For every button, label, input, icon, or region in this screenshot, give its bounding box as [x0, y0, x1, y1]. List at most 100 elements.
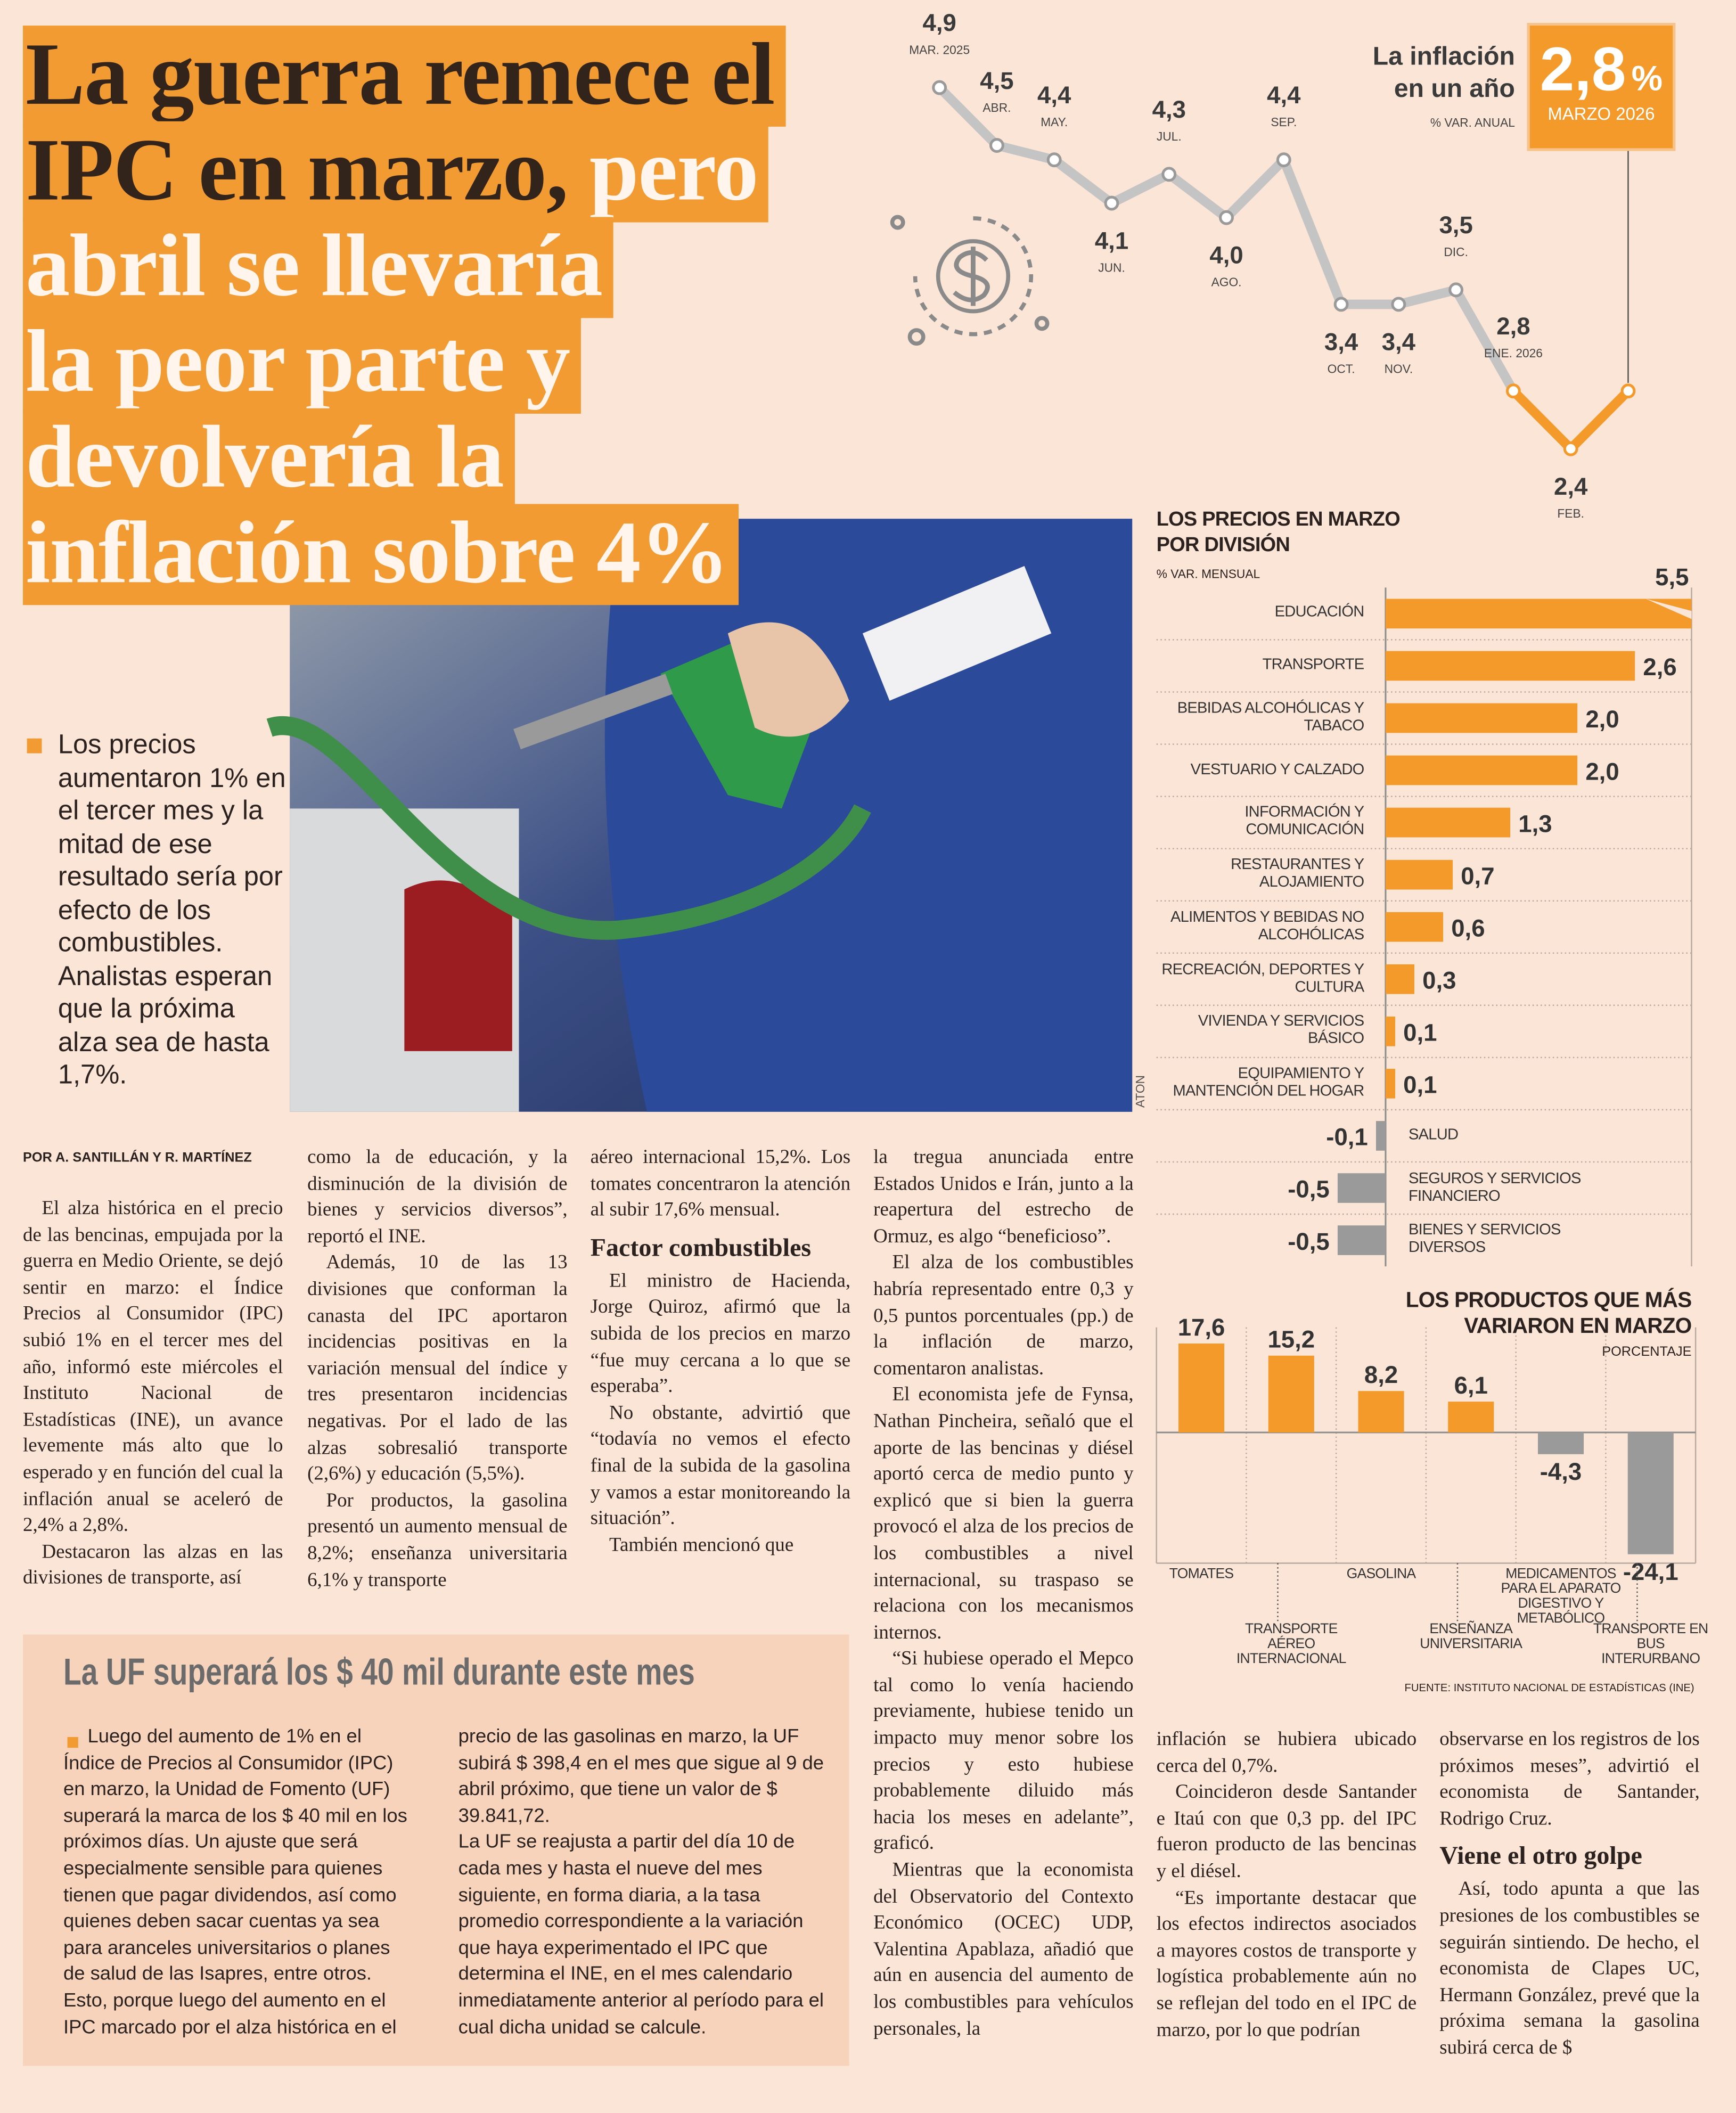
paragraph: observarse en los registros de los próxi…: [1439, 1729, 1700, 1830]
paragraph: Así, todo apunta a que las presiones de …: [1439, 1879, 1700, 2059]
paragraph: El alza de los combustibles habría repre…: [873, 1252, 1134, 1380]
headline-line: inflación sobre 4%: [23, 504, 785, 609]
paragraph: El economista jefe de Fynsa, Nathan Pinc…: [873, 1384, 1134, 1644]
paragraph: “Es importante destacar que los efectos …: [1156, 1887, 1417, 2041]
x-label: SEP.: [1271, 115, 1297, 129]
headline-line: La guerra remece el: [23, 26, 785, 131]
axis-break: [1645, 599, 1692, 619]
value-label: 2,6: [1643, 653, 1676, 681]
bar: [1375, 1121, 1386, 1151]
chart-title: LOS PRECIOS EN MARZO POR DIVISIÓN: [1156, 508, 1401, 557]
bar: [1268, 1355, 1314, 1433]
value-label: 4,0: [1209, 242, 1243, 269]
summary: Los precios aumentaron 1% en el tercer m…: [58, 730, 286, 1091]
x-label: DIC.: [1444, 245, 1468, 259]
bar: [1337, 1225, 1386, 1255]
paragraph: Destacaron las alzas en las divisiones d…: [23, 1541, 283, 1590]
value-label: 4,5: [980, 67, 1013, 94]
paragraph: Por productos, la gasolina presentó un a…: [307, 1490, 568, 1591]
callout-unit: %: [1631, 58, 1663, 99]
value-label: 1,3: [1518, 810, 1552, 837]
value-label: 3,5: [1439, 211, 1472, 239]
value-label: -0,5: [1288, 1228, 1329, 1255]
category-label: RECREACIÓN, DEPORTES Y CULTURA: [1161, 961, 1364, 996]
headline-text: inflación sobre 4%: [26, 504, 729, 603]
bar: [1358, 1391, 1404, 1433]
line-point: [1046, 152, 1062, 168]
category-label: TRANSPORTE EN BUS INTERURBANO: [1593, 1621, 1708, 1667]
value-label: 4,1: [1095, 227, 1128, 255]
headline-line: la peor parte y: [23, 313, 785, 418]
line-point: [932, 80, 947, 95]
photo-sleeve: [862, 566, 1052, 701]
article-column: observarse en los registros de los próxi…: [1439, 1727, 1700, 2062]
value-label: 0,3: [1422, 967, 1456, 994]
callout-row: 2,8%: [1530, 34, 1673, 104]
line-point: [1448, 282, 1464, 298]
byline: POR A. SANTILLÁN Y R. MARTÍNEZ: [23, 1151, 252, 1166]
paragraph: como la de educación, y la disminución d…: [307, 1146, 568, 1248]
category-label: MEDICAMENTOS PARA EL APARATO DIGESTIVO Y…: [1501, 1566, 1622, 1627]
value-label: 5,5: [1655, 563, 1689, 591]
line-segment: [1279, 155, 1346, 309]
bar: [1385, 703, 1578, 733]
callout-label: MARZO 2026: [1547, 103, 1655, 124]
paragraph: El alza histórica en el precio de las be…: [23, 1198, 283, 1537]
x-label: ABR.: [982, 101, 1011, 114]
box-paragraph: Luego del aumento de 1% en el Índice de …: [63, 1726, 407, 2038]
value-label: 2,0: [1585, 706, 1619, 733]
article-column: la tregua anunciada entre Estados Unidos…: [873, 1145, 1134, 2043]
article-column: aéreo internacional 15,2%. Los tomates c…: [591, 1145, 851, 1560]
headline-highlight: inflación sobre 4%: [23, 504, 740, 605]
headline-highlight: abril se llevaría: [23, 217, 613, 318]
category-label: BIENES Y SERVICIOS DIVERSOS: [1408, 1223, 1561, 1257]
headline-text: devolvería la: [26, 408, 504, 507]
line-point: [1276, 152, 1291, 168]
article-column: El alza histórica en el precio de las be…: [23, 1197, 283, 1593]
paragraph: El ministro de Hacienda, Jorge Quiroz, a…: [590, 1270, 851, 1398]
paragraph: Además, 10 de las 13 divisiones que conf…: [307, 1252, 568, 1486]
line-segment: [992, 141, 1059, 165]
value-label: 3,4: [1382, 329, 1416, 356]
category-label: EQUIPAMIENTO Y MANTENCIÓN DEL HOGAR: [1173, 1066, 1365, 1100]
box-paragraph: precio de las gasolinas en marzo, la UF …: [458, 1726, 824, 1827]
subheading: Viene el otro golpe: [1439, 1842, 1642, 1871]
line-point: [1161, 167, 1177, 182]
value-label: 0,1: [1403, 1071, 1437, 1099]
x-label: MAY.: [1041, 115, 1068, 129]
box-bullet: [67, 1737, 78, 1748]
icon-dot: [907, 328, 926, 346]
category-label: ALIMENTOS Y BEBIDAS NO ALCOHÓLICAS: [1170, 909, 1364, 944]
value-label: -0,1: [1326, 1124, 1367, 1151]
value-label: 0,7: [1461, 862, 1494, 889]
box-column: Luego del aumento de 1% en el Índice de …: [63, 1725, 416, 2042]
category-label: VIVIENDA Y SERVICIOS BÁSICO: [1198, 1013, 1364, 1048]
line-segment: [1394, 285, 1461, 309]
bar: [1385, 964, 1414, 994]
icon-dot: [1034, 316, 1050, 331]
chart-title: La inflación en un año: [1372, 43, 1515, 104]
value-label: 0,6: [1451, 914, 1485, 941]
box-title: La UF superará los $ 40 mil durante este…: [63, 1650, 695, 1693]
headline-line: abril se llevaría: [23, 217, 785, 322]
money-icon: [890, 215, 1050, 346]
paragraph: También mencionó que: [609, 1534, 794, 1557]
bar: [1385, 912, 1444, 942]
line-segment: [1566, 386, 1633, 454]
line-segment: [1451, 285, 1518, 396]
paragraph: Coincideron desde Santander e Itaú con q…: [1156, 1781, 1417, 1883]
bar: [1385, 1017, 1395, 1046]
headline-highlight: la peor parte y: [23, 313, 581, 414]
value-label: 2,8: [1496, 313, 1530, 340]
headline-text: IPC en marzo,: [26, 121, 568, 220]
photo-hand: [727, 622, 849, 737]
value-label: -4,3: [1540, 1458, 1582, 1485]
bar: [1385, 859, 1453, 890]
value-label: -0,5: [1288, 1176, 1329, 1203]
headline-text: pero: [589, 121, 759, 220]
line-point: [1219, 210, 1234, 225]
headline-text: abril se llevaría: [26, 217, 603, 316]
bar: [1385, 651, 1635, 681]
